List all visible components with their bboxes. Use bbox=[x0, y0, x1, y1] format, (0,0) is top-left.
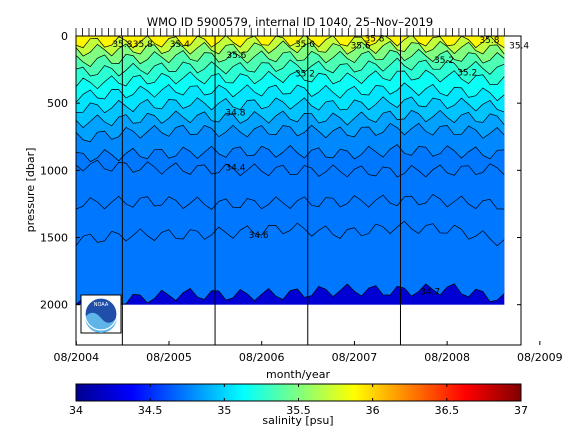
contour-35 bbox=[76, 96, 505, 114]
contour-label: 35.0 bbox=[295, 40, 315, 50]
colorbar-tick-label: 36 bbox=[366, 404, 380, 417]
x-tick-label: 08/2006 bbox=[239, 351, 285, 364]
contour-label: 35.8 bbox=[133, 40, 153, 50]
contour-35.8 bbox=[76, 36, 505, 49]
contour-label: 35.6 bbox=[351, 41, 371, 51]
contour-35.3 bbox=[76, 57, 505, 77]
x-axis-label: month/year bbox=[266, 368, 330, 381]
contour-label: 34.4 bbox=[225, 164, 245, 174]
y-axis: 0 500 1000 1500 2000 bbox=[40, 30, 521, 312]
contour-label: 35.2 bbox=[434, 56, 454, 66]
x-tick-label: 08/2007 bbox=[332, 351, 378, 364]
year-markers bbox=[121, 36, 401, 345]
contour-34.7 bbox=[76, 283, 505, 306]
colorbar-tick-label: 37 bbox=[514, 404, 528, 417]
contour-label: 35.2 bbox=[295, 70, 315, 80]
contour-35.2 bbox=[76, 69, 505, 90]
colorbar-label: salinity [psu] bbox=[262, 414, 333, 427]
salinity-band-35.8 bbox=[76, 36, 505, 48]
colorbar-ticks: 34 34.5 35 35.5 36 36.5 37 bbox=[69, 384, 528, 417]
svg-text:NOAA: NOAA bbox=[94, 302, 109, 308]
profile-ticks bbox=[75, 28, 505, 36]
x-axis: 08/2004 08/2005 08/2006 08/2007 08/2008 08/20… bbox=[53, 341, 563, 364]
colorbar-tick-label: 36.5 bbox=[435, 404, 460, 417]
contour-label: 35.2 bbox=[457, 68, 477, 78]
plot-frame bbox=[75, 35, 522, 346]
y-tick-label: 2000 bbox=[40, 299, 68, 312]
contour-label: 34.6 bbox=[249, 231, 269, 241]
contour-34.5 bbox=[76, 193, 505, 210]
x-tick-label: 08/2009 bbox=[517, 351, 563, 364]
contour-label: 34.8 bbox=[225, 109, 245, 119]
y-tick-label: 500 bbox=[47, 97, 68, 110]
colorbar-tick-label: 35.5 bbox=[286, 404, 311, 417]
contour-label: 35.8 bbox=[364, 35, 384, 45]
colorbar-tick-label: 34 bbox=[69, 404, 83, 417]
contour-34.4 bbox=[76, 159, 505, 178]
x-tick-label: 08/2005 bbox=[146, 351, 192, 364]
contour-34.75 bbox=[76, 144, 505, 163]
colorbar-tick-label: 35 bbox=[217, 404, 231, 417]
contour-35.6 bbox=[76, 40, 505, 57]
contour-label: 35.8 bbox=[479, 36, 499, 46]
salinity-field bbox=[76, 36, 505, 305]
contour-label: 34.7 bbox=[420, 287, 440, 297]
colorbar-tick-label: 34.5 bbox=[138, 404, 163, 417]
y-tick-label: 1500 bbox=[40, 232, 68, 245]
contour-label: 35.4 bbox=[509, 41, 529, 51]
contour-34.8 bbox=[76, 122, 505, 143]
y-tick-label: 0 bbox=[61, 30, 68, 43]
x-tick-label: 08/2004 bbox=[53, 351, 99, 364]
chart-title: WMO ID 5900579, internal ID 1040, 25–Nov… bbox=[147, 15, 434, 29]
contour-label: 35.8 bbox=[112, 40, 132, 50]
y-axis-label: pressure [dbar] bbox=[24, 148, 37, 233]
contour-label: 35.6 bbox=[226, 51, 246, 61]
contour-35.1 bbox=[76, 82, 505, 103]
contour-label: 35.4 bbox=[170, 40, 190, 50]
contour-35.4 bbox=[76, 48, 505, 68]
contour-labels: 35.8 35.835.8 35.835.4 35.435.635.635.235.2… bbox=[112, 35, 529, 298]
x-tick-label: 08/2008 bbox=[424, 351, 470, 364]
noaa-logo: NOAA bbox=[80, 294, 122, 334]
contour-34.6 bbox=[76, 220, 505, 247]
contour-lines bbox=[76, 36, 505, 306]
contour-34.9 bbox=[76, 109, 505, 129]
y-tick-label: 1000 bbox=[40, 164, 68, 177]
